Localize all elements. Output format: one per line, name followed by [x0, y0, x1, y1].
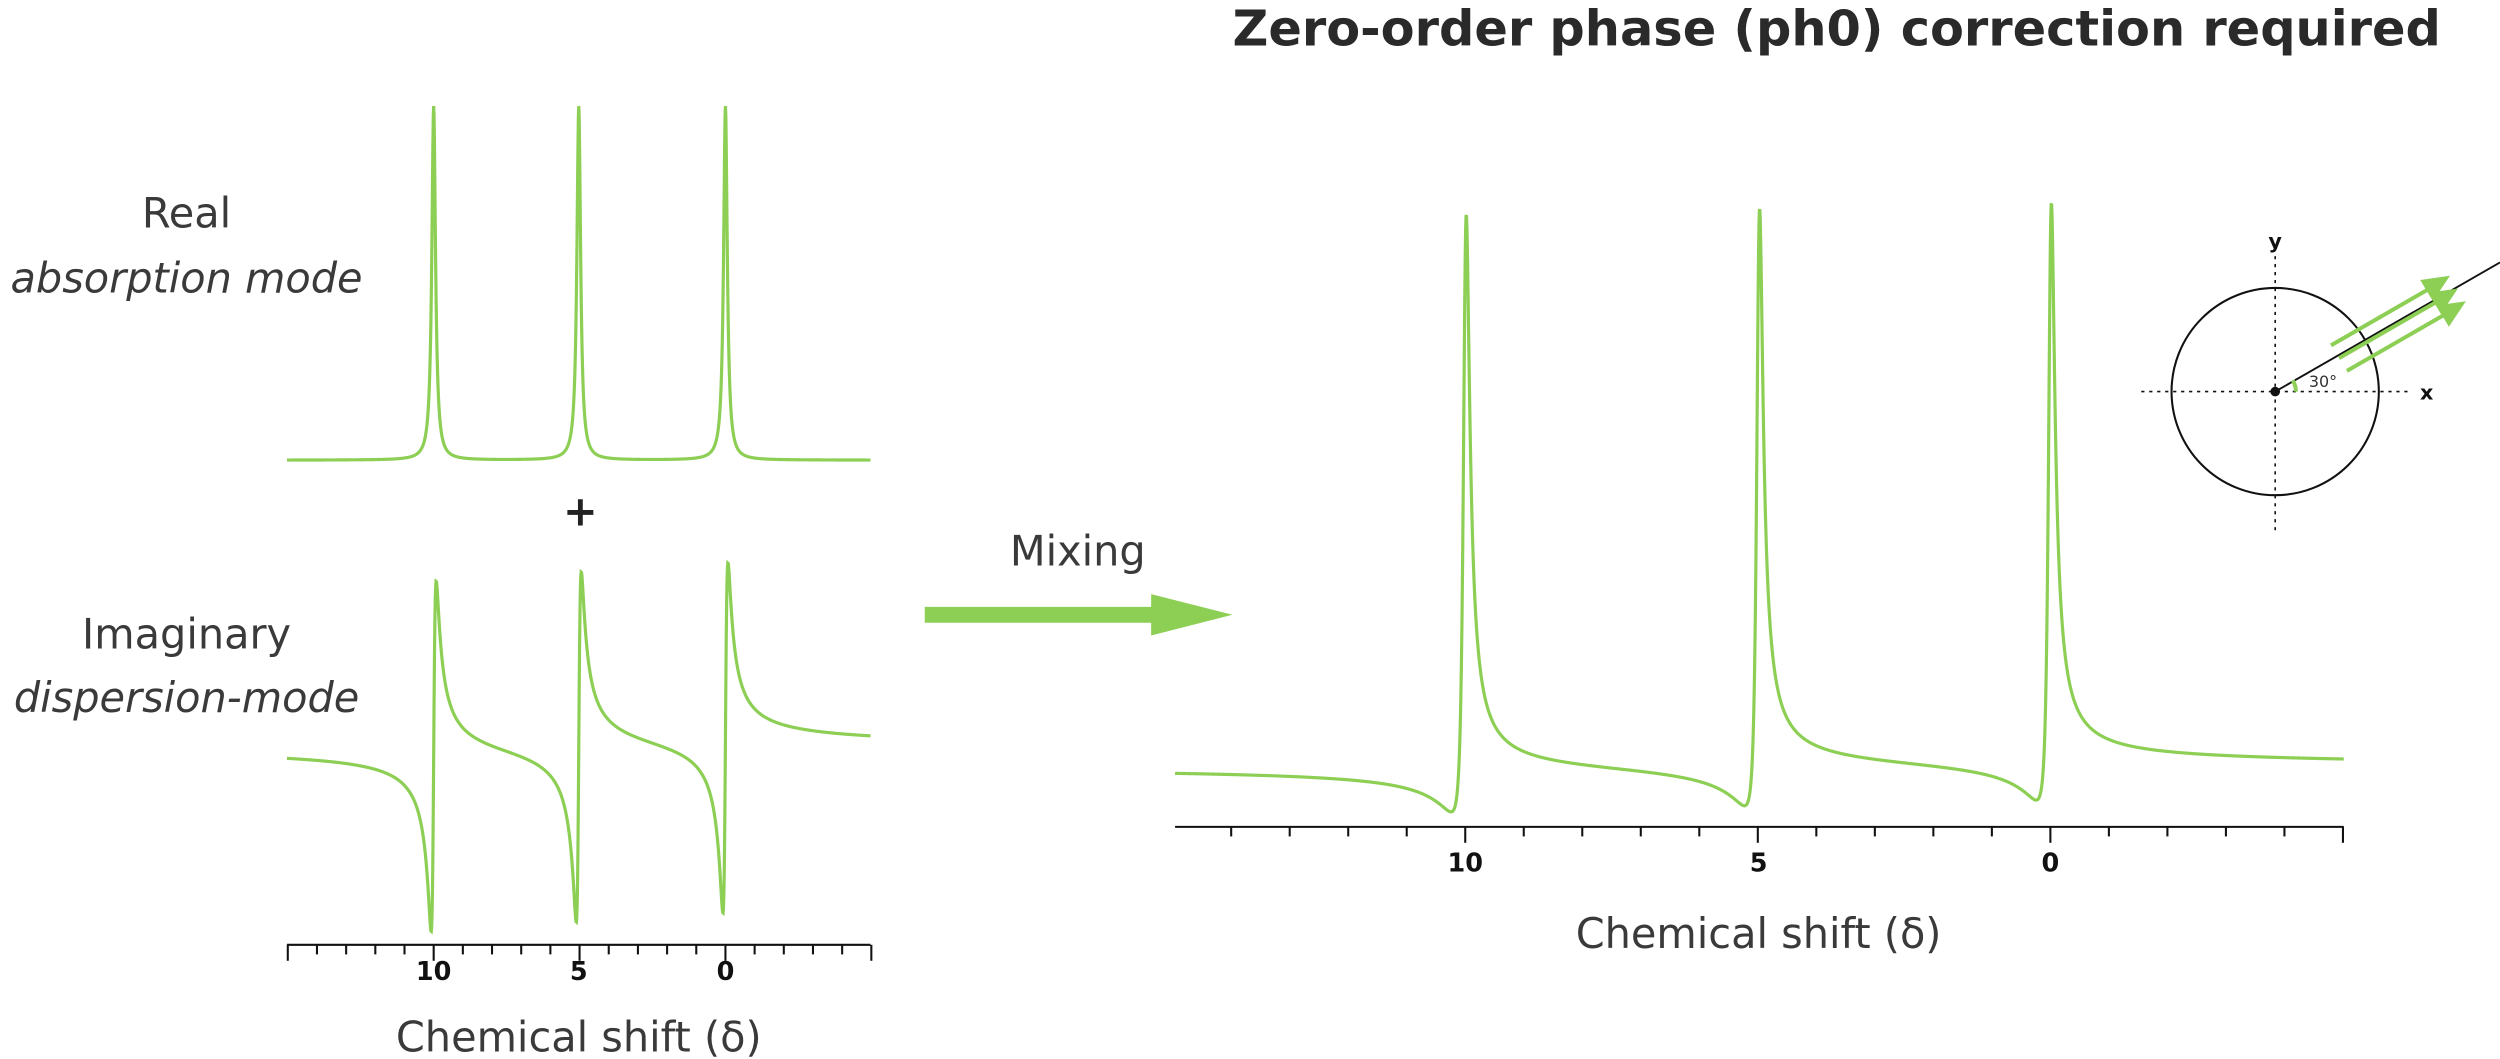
- mixing-label: Mixing: [1010, 527, 1146, 575]
- dispersion-spectrum: [286, 559, 871, 935]
- mixed-spectrum: [1175, 202, 2344, 814]
- real-mode: absorption mode: [11, 255, 363, 303]
- angle-label: 30°: [2309, 372, 2337, 391]
- phase-arrows: [2330, 275, 2466, 373]
- phase-diagram: y x 30°: [2141, 229, 2500, 531]
- x-axis-label: Chemical shift (δ): [1576, 910, 1942, 958]
- imaginary-label: Imaginary: [82, 610, 291, 658]
- angle-arc: [2290, 379, 2298, 392]
- origin: [2270, 386, 2280, 397]
- real-label: Real: [142, 189, 231, 237]
- x-axis-label: Chemical shift (δ): [396, 1014, 762, 1059]
- x-tick-label: 5: [570, 957, 588, 987]
- title: Zero-order phase (ph0) correction requir…: [1233, 0, 2441, 58]
- plus-sign: +: [563, 488, 598, 536]
- mixing-arrow: [924, 594, 1233, 636]
- x-tick-label: 5: [1750, 848, 1768, 878]
- y-label: y: [2268, 229, 2282, 253]
- absorption-spectrum: [286, 105, 871, 462]
- x-tick-label: 10: [416, 957, 451, 987]
- imaginary-mode: dispersion-mode: [14, 674, 359, 722]
- phase-vector: [2274, 261, 2500, 393]
- x-tick-label: 0: [717, 957, 735, 987]
- x-tick-label: 10: [1447, 848, 1483, 878]
- x-label: x: [2420, 381, 2434, 405]
- x-tick-label: 0: [2042, 848, 2060, 878]
